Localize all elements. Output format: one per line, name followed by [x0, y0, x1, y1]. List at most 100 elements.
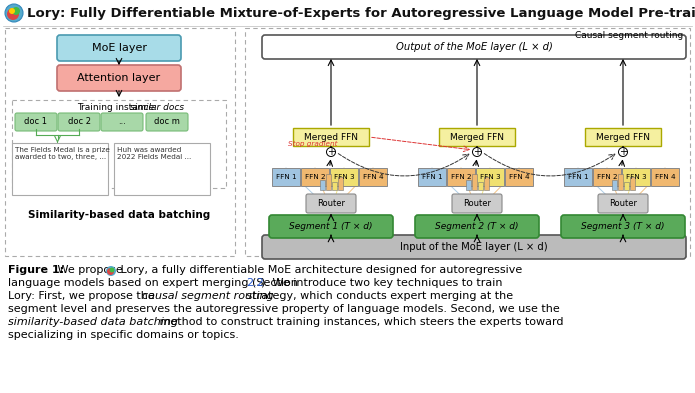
- Text: FFN 3: FFN 3: [626, 174, 646, 180]
- Bar: [623, 182, 628, 190]
- Text: FFN 4: FFN 4: [509, 174, 530, 180]
- FancyBboxPatch shape: [101, 113, 143, 131]
- Text: Causal segment routing: Causal segment routing: [575, 31, 683, 40]
- Bar: [484, 177, 489, 190]
- FancyBboxPatch shape: [415, 215, 539, 238]
- FancyBboxPatch shape: [57, 35, 181, 61]
- Text: similarity-based data batching: similarity-based data batching: [8, 317, 178, 327]
- Text: doc 2: doc 2: [67, 118, 90, 127]
- Text: doc m: doc m: [154, 118, 180, 127]
- Bar: [466, 180, 471, 190]
- Text: similar docs: similar docs: [130, 103, 184, 112]
- Bar: [593, 168, 621, 186]
- Text: Segment 3 (T × d): Segment 3 (T × d): [581, 222, 664, 231]
- Circle shape: [327, 147, 336, 156]
- Bar: [651, 168, 679, 186]
- Text: FFN 3: FFN 3: [334, 174, 354, 180]
- Text: FFN 4: FFN 4: [363, 174, 384, 180]
- Circle shape: [619, 147, 628, 156]
- Text: FFN 2: FFN 2: [450, 174, 471, 180]
- Text: ...: ...: [118, 118, 126, 127]
- FancyBboxPatch shape: [561, 215, 685, 238]
- Text: Merged FFN: Merged FFN: [304, 132, 358, 141]
- Text: We propose: We propose: [54, 265, 126, 275]
- Bar: [320, 180, 325, 190]
- Bar: [359, 168, 387, 186]
- Text: segment level and preserves the autoregressive property of language models. Seco: segment level and preserves the autoregr…: [8, 304, 559, 314]
- Text: 2.2: 2.2: [246, 278, 264, 288]
- Circle shape: [106, 266, 116, 276]
- FancyBboxPatch shape: [146, 113, 188, 131]
- Text: Huh was awarded
2022 Fields Medal ...: Huh was awarded 2022 Fields Medal ...: [117, 147, 191, 160]
- Bar: [471, 174, 477, 190]
- Bar: [272, 168, 300, 186]
- Text: strategy, which conducts expert merging at the: strategy, which conducts expert merging …: [243, 291, 513, 301]
- Circle shape: [12, 7, 20, 15]
- Bar: [245, 28, 690, 256]
- Circle shape: [110, 268, 115, 272]
- Bar: [12, 143, 108, 195]
- Text: FFN 2: FFN 2: [597, 174, 617, 180]
- Text: causal segment routing: causal segment routing: [142, 291, 274, 301]
- Text: FFN 4: FFN 4: [655, 174, 676, 180]
- Bar: [12, 100, 226, 188]
- FancyBboxPatch shape: [306, 194, 356, 213]
- Bar: [505, 168, 533, 186]
- Bar: [630, 177, 635, 190]
- Text: FFN 3: FFN 3: [480, 174, 500, 180]
- Bar: [301, 168, 329, 186]
- Text: FFN 1: FFN 1: [568, 174, 588, 180]
- Bar: [418, 168, 446, 186]
- Text: Router: Router: [317, 199, 345, 208]
- Text: Similarity-based data batching: Similarity-based data batching: [28, 210, 210, 220]
- Bar: [476, 168, 504, 186]
- Bar: [293, 128, 369, 146]
- Bar: [330, 168, 358, 186]
- Bar: [5, 28, 235, 256]
- Text: Merged FFN: Merged FFN: [596, 132, 650, 141]
- Text: Lory: Fully Differentiable Mixture-of-Experts for Autoregressive Language Model : Lory: Fully Differentiable Mixture-of-Ex…: [27, 7, 695, 20]
- Text: Router: Router: [609, 199, 637, 208]
- Bar: [325, 174, 331, 190]
- Bar: [447, 168, 475, 186]
- Circle shape: [9, 8, 15, 14]
- Text: language models based on expert merging (Section: language models based on expert merging …: [8, 278, 302, 288]
- Text: Attention layer: Attention layer: [77, 73, 161, 83]
- Bar: [114, 143, 210, 195]
- Text: +: +: [473, 147, 481, 157]
- Text: ). We introduce two key techniques to train: ). We introduce two key techniques to tr…: [261, 278, 502, 288]
- FancyBboxPatch shape: [58, 113, 100, 131]
- FancyBboxPatch shape: [15, 113, 57, 131]
- Text: Router: Router: [463, 199, 491, 208]
- Text: Segment 2 (T × d): Segment 2 (T × d): [435, 222, 518, 231]
- Bar: [617, 174, 623, 190]
- Bar: [338, 177, 343, 190]
- Bar: [439, 128, 515, 146]
- Bar: [564, 168, 592, 186]
- Text: FFN 1: FFN 1: [276, 174, 296, 180]
- Text: doc 1: doc 1: [24, 118, 47, 127]
- Text: Output of the MoE layer (L × d): Output of the MoE layer (L × d): [395, 42, 553, 52]
- Bar: [585, 128, 661, 146]
- Circle shape: [107, 268, 114, 275]
- FancyBboxPatch shape: [57, 65, 181, 91]
- Text: Figure 1:: Figure 1:: [8, 265, 64, 275]
- Text: Stop gradient: Stop gradient: [288, 141, 338, 147]
- Text: +: +: [619, 147, 627, 157]
- Text: Merged FFN: Merged FFN: [450, 132, 504, 141]
- Text: Lory: First, we propose the: Lory: First, we propose the: [8, 291, 158, 301]
- Text: Lory, a fully differentiable MoE architecture designed for autoregressive: Lory, a fully differentiable MoE archite…: [117, 265, 522, 275]
- Bar: [612, 180, 616, 190]
- Circle shape: [7, 8, 19, 20]
- Text: Input of the MoE layer (L × d): Input of the MoE layer (L × d): [400, 242, 548, 252]
- Text: method to construct training instances, which steers the experts toward: method to construct training instances, …: [156, 317, 564, 327]
- Bar: [622, 168, 650, 186]
- FancyBboxPatch shape: [262, 35, 686, 59]
- Text: FFN 2: FFN 2: [304, 174, 325, 180]
- Circle shape: [473, 147, 482, 156]
- Text: FFN 1: FFN 1: [422, 174, 442, 180]
- Text: The Fields Medal is a prize
awarded to two, three, ...: The Fields Medal is a prize awarded to t…: [15, 147, 110, 160]
- Text: +: +: [327, 147, 335, 157]
- FancyBboxPatch shape: [452, 194, 502, 213]
- Text: specializing in specific domains or topics.: specializing in specific domains or topi…: [8, 330, 239, 340]
